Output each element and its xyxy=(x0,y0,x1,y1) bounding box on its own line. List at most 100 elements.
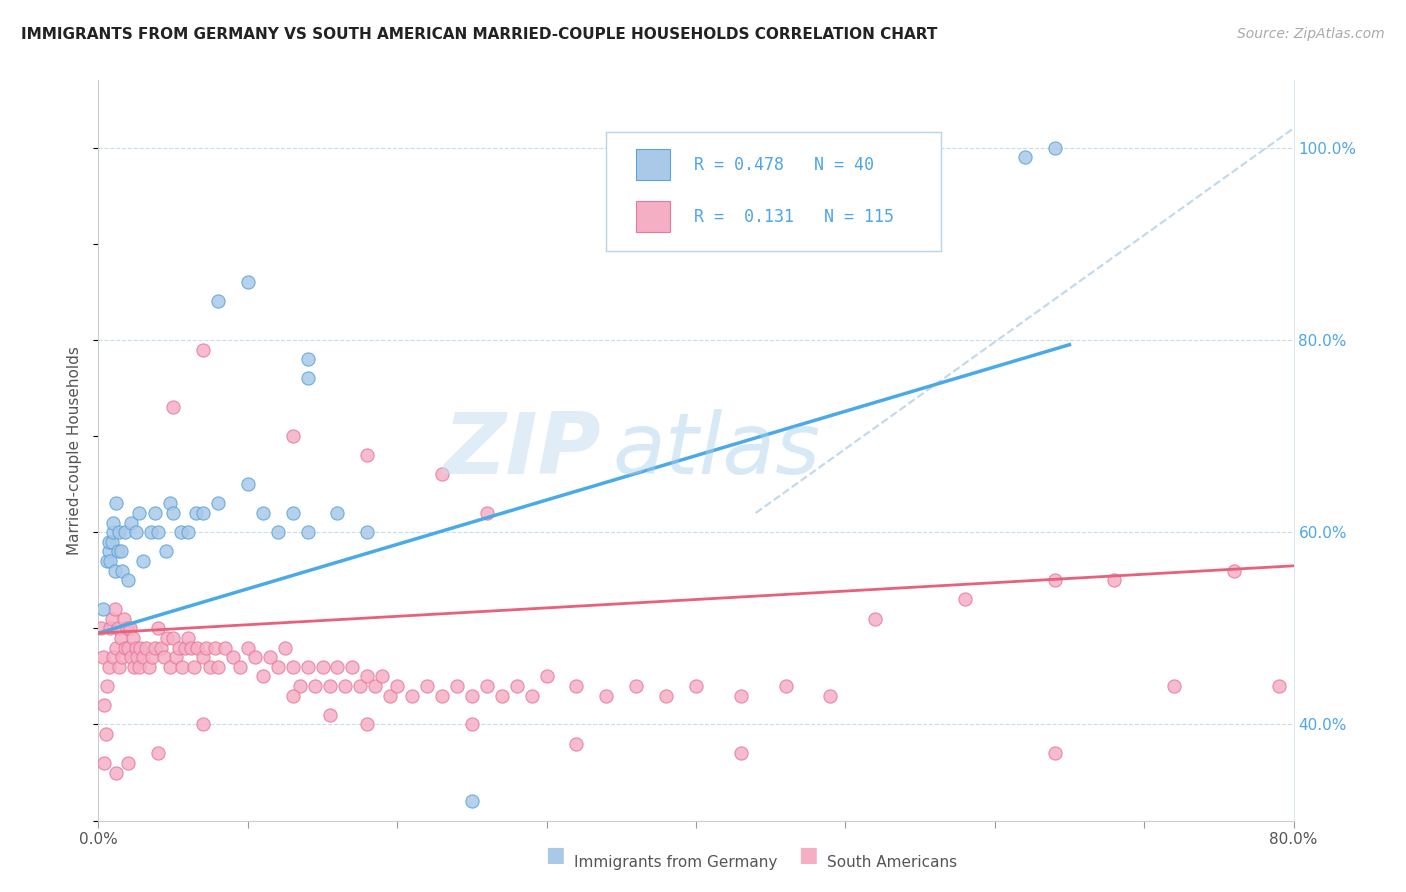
Point xyxy=(378,689,401,703)
Point xyxy=(108,525,131,540)
Point xyxy=(520,689,543,703)
Point xyxy=(775,679,797,693)
Point xyxy=(98,554,122,568)
Point xyxy=(333,679,356,693)
Point xyxy=(342,660,364,674)
FancyBboxPatch shape xyxy=(637,201,669,232)
Point xyxy=(626,679,648,693)
Point xyxy=(148,747,170,761)
Point xyxy=(94,727,117,741)
Point xyxy=(297,352,319,367)
Point xyxy=(143,640,166,655)
Point xyxy=(236,640,259,655)
Point xyxy=(191,650,214,665)
Point xyxy=(184,506,207,520)
Point xyxy=(207,294,229,309)
Point xyxy=(112,612,135,626)
Point xyxy=(101,612,124,626)
Point xyxy=(364,679,387,693)
Point xyxy=(132,650,155,665)
Point xyxy=(114,640,136,655)
Point xyxy=(1223,564,1246,578)
Point xyxy=(91,650,114,665)
Text: R = 0.478   N = 40: R = 0.478 N = 40 xyxy=(693,156,873,174)
Point xyxy=(105,496,128,510)
Point xyxy=(730,689,752,703)
Point xyxy=(475,506,498,520)
Point xyxy=(506,823,529,838)
Text: R =  0.131   N = 115: R = 0.131 N = 115 xyxy=(693,208,894,226)
Point xyxy=(135,640,157,655)
Point xyxy=(169,525,191,540)
Point xyxy=(148,525,170,540)
Point xyxy=(156,631,179,645)
Point xyxy=(159,496,181,510)
Point xyxy=(1043,574,1066,588)
Point xyxy=(120,650,142,665)
Point xyxy=(104,602,127,616)
Point xyxy=(536,669,558,683)
Point xyxy=(229,660,252,674)
Point xyxy=(200,660,222,674)
Point xyxy=(174,640,197,655)
Point xyxy=(274,640,297,655)
Point xyxy=(103,525,125,540)
Point xyxy=(430,689,453,703)
Point xyxy=(103,516,125,530)
Point xyxy=(108,660,131,674)
Point xyxy=(267,660,290,674)
Point xyxy=(356,525,378,540)
Point xyxy=(730,747,752,761)
Point xyxy=(191,717,214,731)
Point xyxy=(141,650,163,665)
Point xyxy=(115,621,138,635)
Point xyxy=(167,640,190,655)
Point xyxy=(288,679,311,693)
Point xyxy=(222,650,245,665)
Point xyxy=(371,669,394,683)
Point xyxy=(461,794,484,808)
Point xyxy=(110,631,132,645)
Point xyxy=(148,621,170,635)
Point xyxy=(865,612,887,626)
Point xyxy=(297,525,319,540)
Point xyxy=(236,275,259,289)
Point xyxy=(953,592,976,607)
Point xyxy=(90,621,112,635)
Point xyxy=(114,525,136,540)
Point xyxy=(461,717,484,731)
Point xyxy=(685,679,707,693)
Point xyxy=(1163,679,1185,693)
Text: ZIP: ZIP xyxy=(443,409,600,492)
Text: atlas: atlas xyxy=(613,409,820,492)
Point xyxy=(93,698,115,713)
Point xyxy=(132,554,155,568)
Point xyxy=(565,679,588,693)
Point xyxy=(356,717,378,731)
Point xyxy=(319,707,342,722)
Point xyxy=(1043,140,1066,154)
Point xyxy=(97,660,120,674)
Point xyxy=(430,467,453,482)
Point xyxy=(195,640,218,655)
Point xyxy=(1043,747,1066,761)
Point xyxy=(96,554,118,568)
Point xyxy=(162,506,184,520)
Point xyxy=(110,544,132,558)
Point xyxy=(97,534,120,549)
Point xyxy=(180,640,202,655)
Point xyxy=(820,823,842,838)
Point xyxy=(127,650,149,665)
Point xyxy=(125,525,148,540)
Point xyxy=(128,660,150,674)
Point xyxy=(304,679,326,693)
FancyBboxPatch shape xyxy=(606,132,941,251)
Point xyxy=(155,544,177,558)
Point xyxy=(143,506,166,520)
Point xyxy=(120,516,142,530)
Point xyxy=(207,660,229,674)
Point xyxy=(655,689,678,703)
Point xyxy=(191,343,214,357)
Point xyxy=(93,756,115,770)
Point xyxy=(129,640,152,655)
